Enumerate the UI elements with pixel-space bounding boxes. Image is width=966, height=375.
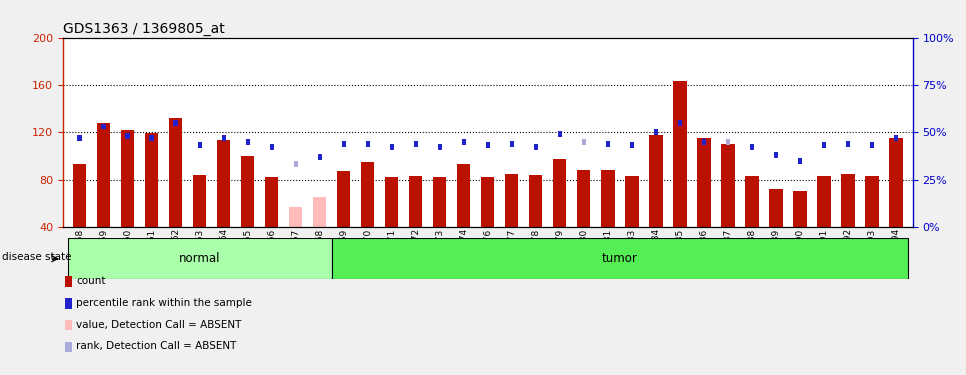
Bar — [822, 142, 826, 148]
Bar — [578, 170, 590, 227]
Bar — [746, 176, 758, 227]
Bar — [313, 197, 327, 227]
Bar — [121, 130, 134, 227]
Bar — [389, 144, 394, 150]
Bar — [197, 142, 202, 148]
Bar — [841, 174, 855, 227]
Bar — [433, 177, 446, 227]
Bar — [331, 238, 908, 279]
Bar — [510, 141, 514, 147]
Text: percentile rank within the sample: percentile rank within the sample — [76, 298, 252, 308]
Text: value, Detection Call = ABSENT: value, Detection Call = ABSENT — [76, 320, 242, 330]
Bar — [866, 176, 879, 227]
Bar — [97, 123, 110, 227]
Bar — [673, 81, 687, 227]
Bar — [481, 177, 495, 227]
Bar — [701, 139, 706, 145]
Text: GDS1363 / 1369805_at: GDS1363 / 1369805_at — [63, 22, 224, 36]
Bar — [365, 141, 370, 147]
Bar — [174, 120, 178, 126]
Text: rank, Detection Call = ABSENT: rank, Detection Call = ABSENT — [76, 342, 237, 351]
Bar — [601, 170, 614, 227]
Text: tumor: tumor — [602, 252, 638, 265]
Bar — [529, 175, 543, 227]
Bar — [289, 207, 302, 227]
Bar — [462, 139, 466, 145]
Bar — [697, 138, 711, 227]
Bar — [774, 152, 779, 158]
Bar — [533, 144, 538, 150]
Bar — [193, 175, 207, 227]
Bar — [342, 141, 346, 147]
Bar — [126, 133, 129, 139]
Bar — [438, 144, 442, 150]
Bar — [410, 176, 422, 227]
Bar — [68, 238, 331, 279]
Bar — [870, 142, 874, 148]
Bar — [582, 139, 586, 145]
Bar — [457, 164, 470, 227]
Bar — [817, 176, 831, 227]
Bar — [413, 141, 418, 147]
Bar — [630, 142, 634, 148]
Bar — [221, 135, 226, 141]
Bar — [722, 144, 734, 227]
Bar — [846, 141, 850, 147]
Bar — [654, 129, 658, 135]
Text: count: count — [76, 276, 106, 286]
Bar — [245, 139, 250, 145]
Bar — [265, 177, 278, 227]
Bar — [242, 156, 254, 227]
Bar — [318, 154, 322, 160]
Bar — [169, 118, 183, 227]
Bar — [769, 189, 782, 227]
Bar — [750, 144, 754, 150]
Bar — [890, 138, 902, 227]
Bar — [649, 135, 663, 227]
Bar — [505, 174, 519, 227]
Text: normal: normal — [179, 252, 220, 265]
Bar — [486, 142, 490, 148]
Bar — [101, 123, 105, 129]
Bar — [361, 162, 375, 227]
Bar — [150, 135, 154, 141]
Bar — [678, 120, 682, 126]
Bar — [217, 141, 230, 227]
Bar — [798, 158, 802, 164]
Bar — [793, 191, 807, 227]
Bar — [725, 139, 730, 145]
Bar — [145, 134, 158, 227]
Bar — [337, 171, 351, 227]
Bar — [606, 141, 611, 147]
Bar — [557, 131, 562, 137]
Text: disease state: disease state — [2, 252, 71, 262]
Bar — [385, 177, 398, 227]
Bar — [73, 164, 86, 227]
Bar — [554, 159, 566, 227]
Bar — [77, 135, 82, 141]
Bar — [625, 176, 639, 227]
Bar — [294, 161, 298, 167]
Bar — [270, 144, 274, 150]
Bar — [894, 135, 898, 141]
